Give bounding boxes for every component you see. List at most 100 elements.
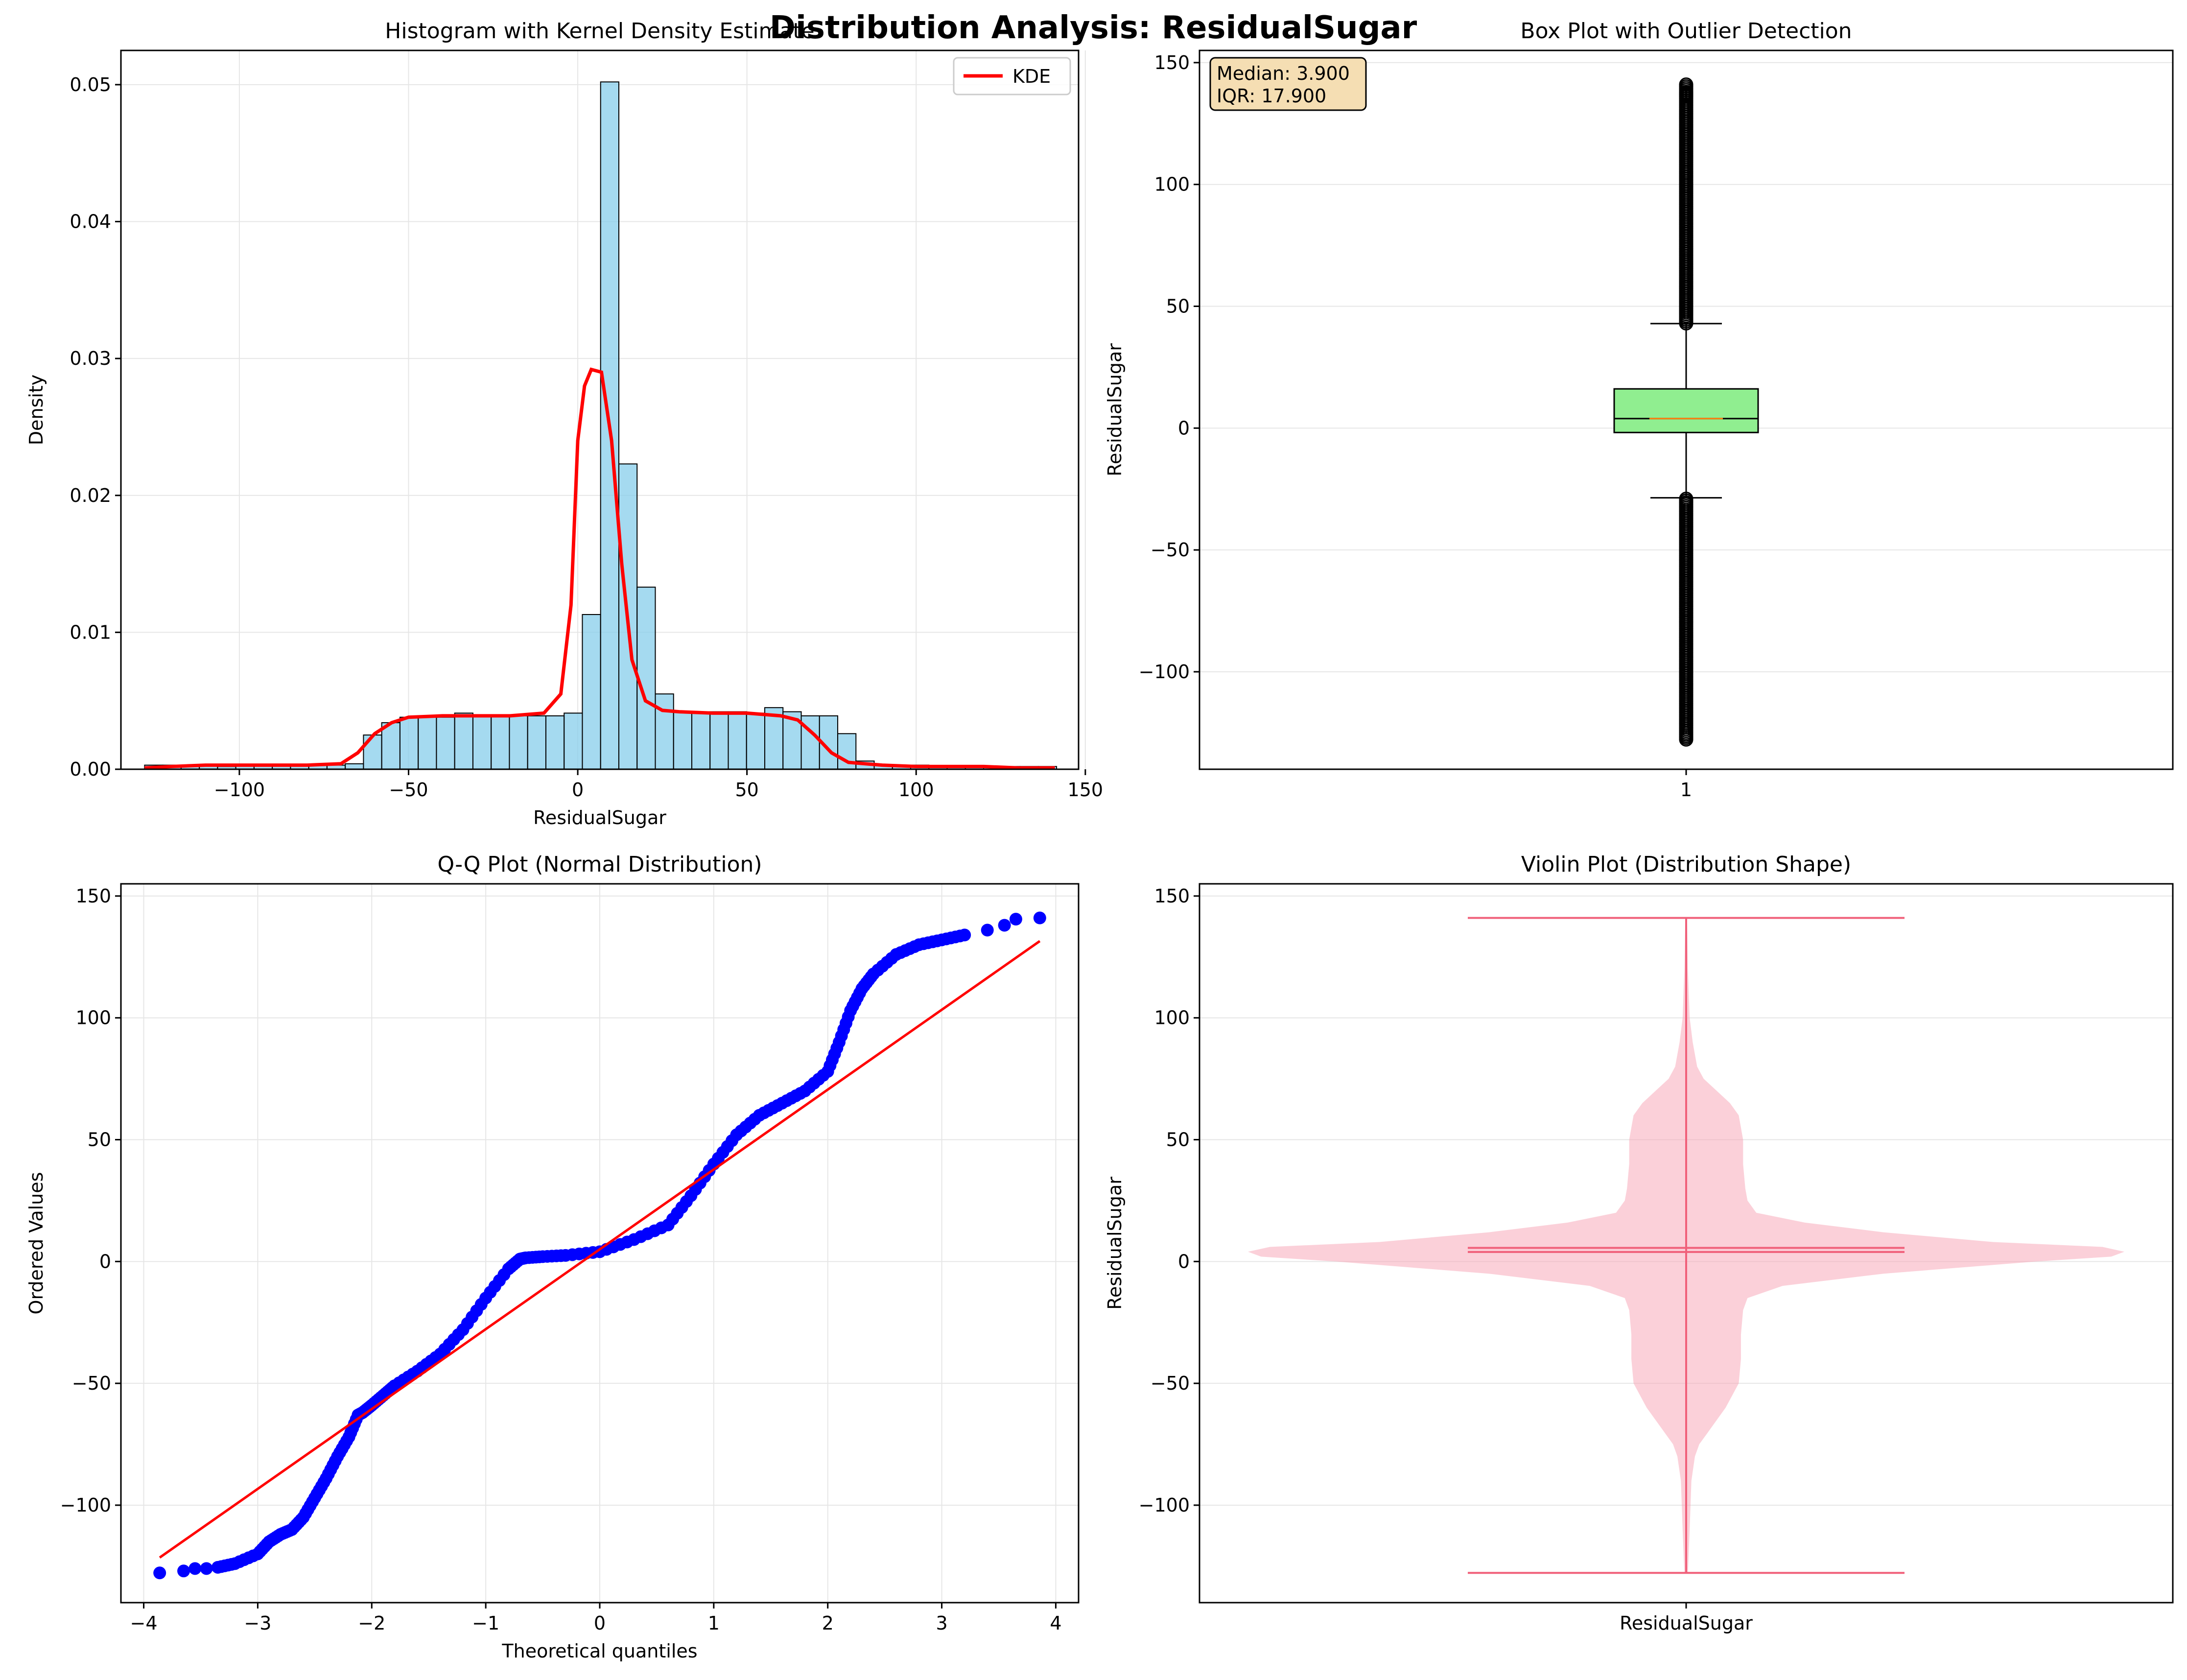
histogram-bar bbox=[837, 733, 857, 770]
boxplot-panel: −100 −50 0 50 100 150 1 Median: 3.900 IQR: 17.… bbox=[1104, 19, 2174, 801]
histogram-xlabel: ResidualSugar bbox=[533, 807, 666, 828]
kde-legend: KDE bbox=[953, 57, 1071, 95]
median-annotation: Median: 3.900 bbox=[1217, 63, 1350, 84]
histogram-ytick-label: 0.03 bbox=[70, 348, 111, 369]
histogram-bar bbox=[491, 715, 510, 770]
qq-xtick-label: −4 bbox=[130, 1612, 158, 1634]
histogram-ytick-label: 0.00 bbox=[70, 758, 111, 780]
qq-ylabel: Ordered Values bbox=[25, 1172, 47, 1315]
violin-lines bbox=[1468, 917, 1905, 1574]
violin-xtick-label: ResidualSugar bbox=[1620, 1612, 1753, 1634]
legend-kde-label: KDE bbox=[1012, 66, 1051, 87]
qq-point bbox=[680, 1195, 693, 1208]
histogram-bar bbox=[454, 712, 473, 770]
legend-box bbox=[953, 57, 1071, 95]
histogram-bar bbox=[345, 763, 364, 770]
qq-point bbox=[794, 1087, 807, 1100]
histogram-panel: −100 −50 0 50 100 150 0.00 0.01 0.02 0.03 0.04 0.05… bbox=[25, 19, 1103, 828]
qq-point bbox=[1009, 913, 1022, 926]
histogram-bar bbox=[472, 715, 492, 770]
qq-point bbox=[177, 1564, 190, 1578]
qq-title: Q-Q Plot (Normal Distribution) bbox=[437, 852, 762, 877]
histogram-xtick-label: 150 bbox=[1068, 779, 1104, 801]
qq-point bbox=[153, 1566, 166, 1580]
histogram-xtick-label: 0 bbox=[572, 779, 584, 801]
qq-ytick-label: −50 bbox=[72, 1372, 111, 1394]
histogram-bar bbox=[436, 716, 455, 770]
histogram-bar bbox=[363, 734, 382, 770]
figure-title: Distribution Analysis: ResidualSugar bbox=[770, 10, 1417, 46]
qq-xtick-label: −2 bbox=[358, 1612, 385, 1634]
qq-points bbox=[153, 911, 1046, 1580]
violin-ylabel: ResidualSugar bbox=[1104, 1177, 1126, 1310]
boxplot-ytick-label: 50 bbox=[1166, 296, 1190, 317]
boxplot-ytick-label: 150 bbox=[1154, 52, 1190, 73]
qq-point bbox=[452, 1328, 465, 1341]
histogram-bar bbox=[746, 712, 766, 770]
histogram-bar bbox=[655, 693, 674, 770]
histogram-ytick-label: 0.05 bbox=[70, 74, 111, 95]
qq-grid bbox=[121, 884, 1079, 1603]
histogram-ytick-label: 0.02 bbox=[70, 485, 111, 506]
qq-point bbox=[620, 1235, 634, 1249]
iqr-box bbox=[1613, 388, 1759, 433]
histogram-ytick-label: 0.01 bbox=[70, 621, 111, 643]
qq-point bbox=[554, 1249, 567, 1262]
histogram-bar bbox=[691, 711, 711, 770]
qq-point bbox=[1033, 911, 1046, 924]
histogram-xtick-label: 100 bbox=[898, 779, 934, 801]
histogram-bar bbox=[564, 712, 583, 770]
boxplot-body bbox=[1613, 323, 1759, 499]
histogram-bar bbox=[381, 722, 400, 770]
qq-point bbox=[830, 1041, 844, 1055]
histogram-xtick-label: −100 bbox=[214, 779, 265, 801]
qq-point bbox=[200, 1562, 213, 1575]
boxplot-title: Box Plot with Outlier Detection bbox=[1520, 19, 1852, 44]
boxplot-ylabel: ResidualSugar bbox=[1104, 343, 1126, 476]
stats-annotation-box bbox=[1209, 57, 1367, 111]
violin-ytick-label: 100 bbox=[1154, 1007, 1190, 1029]
qq-ytick-label: 100 bbox=[75, 1007, 111, 1029]
violin-ticks: −100 −50 0 50 100 150 bbox=[1139, 885, 1687, 1609]
lower-outlier bbox=[1679, 732, 1693, 747]
iqr-annotation: IQR: 17.900 bbox=[1217, 85, 1326, 107]
histogram-ticks: −100 −50 0 50 100 150 0.00 0.01 0.02 0.03 0.04 0.05 bbox=[70, 74, 1103, 801]
upper-outlier bbox=[1679, 77, 1693, 92]
boxplot-ytick-label: 100 bbox=[1154, 174, 1190, 195]
histogram-bar bbox=[673, 711, 692, 770]
qq-point bbox=[817, 1069, 830, 1082]
histogram-bar bbox=[418, 716, 437, 770]
violin-ytick-label: 150 bbox=[1154, 885, 1190, 907]
boxplot-xtick-label: 1 bbox=[1680, 779, 1692, 801]
histogram-bar bbox=[728, 711, 747, 770]
qq-frame bbox=[120, 883, 1080, 1604]
qq-xtick-label: −3 bbox=[244, 1612, 271, 1634]
qq-point bbox=[188, 1562, 202, 1575]
histogram-xtick-label: 50 bbox=[735, 779, 758, 801]
qq-point bbox=[726, 1134, 739, 1147]
qq-panel: −4 −3 −2 −1 0 1 2 3 4 −100 −50 0 50 100 150 Q-Q Plot (… bbox=[25, 852, 1080, 1662]
stats-annotation: Median: 3.900 IQR: 17.900 bbox=[1209, 57, 1367, 111]
histogram-bar bbox=[509, 715, 528, 770]
qq-ytick-label: −100 bbox=[60, 1494, 111, 1516]
qq-ytick-label: 50 bbox=[88, 1129, 111, 1151]
violin-panel: −100 −50 0 50 100 150 Violin Plot (Distributi… bbox=[1104, 852, 2174, 1634]
boxplot-ytick-label: 0 bbox=[1178, 417, 1190, 439]
boxplot-ticks: −100 −50 0 50 100 150 1 bbox=[1139, 52, 1692, 801]
qq-ytick-label: 0 bbox=[99, 1251, 111, 1272]
qq-xtick-label: 3 bbox=[936, 1612, 947, 1634]
qq-fit-line bbox=[159, 940, 1041, 1559]
qq-point bbox=[842, 1010, 855, 1023]
boxplot-outliers bbox=[1679, 77, 1693, 747]
histogram-title: Histogram with Kernel Density Estimate bbox=[385, 19, 814, 44]
qq-xtick-label: 2 bbox=[822, 1612, 834, 1634]
violin-ytick-label: −50 bbox=[1151, 1372, 1190, 1394]
histogram-frame bbox=[120, 49, 1080, 770]
qq-point bbox=[885, 952, 898, 965]
violin-title: Violin Plot (Distribution Shape) bbox=[1521, 852, 1851, 877]
qq-point bbox=[953, 929, 966, 943]
qq-point bbox=[748, 1112, 761, 1126]
histogram-bar bbox=[545, 715, 565, 770]
